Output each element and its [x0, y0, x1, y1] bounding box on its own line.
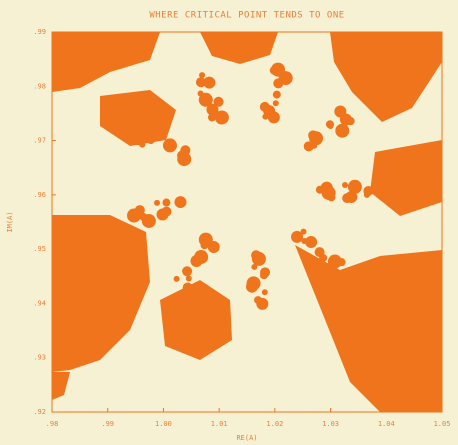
fractal-blob	[203, 77, 215, 89]
fractal-blob	[154, 200, 160, 206]
fractal-region	[295, 245, 442, 412]
y-tick-label: .98	[33, 82, 46, 90]
fractal-blob	[133, 133, 145, 145]
y-tick-label: .96	[33, 191, 46, 199]
fractal-blob	[273, 91, 281, 99]
fractal-blob	[182, 266, 192, 276]
x-tick-label: 1.04	[378, 420, 395, 428]
y-tick-label: .99	[33, 28, 46, 36]
fractal-blob	[183, 283, 193, 293]
fractal-blob	[214, 97, 224, 107]
fractal-blob	[180, 145, 190, 155]
fractal-blob	[268, 111, 280, 123]
fractal-region	[52, 215, 150, 372]
x-tick-label: .98	[46, 420, 59, 428]
fractal-blob	[141, 123, 149, 131]
x-tick-label: 1.02	[266, 420, 283, 428]
fractal-blob	[246, 281, 258, 293]
fractal-blob	[254, 296, 262, 304]
fractal-blob	[327, 123, 333, 129]
fractal-blob	[174, 276, 180, 282]
fractal-blob	[163, 138, 177, 152]
x-tick-label: 1.03	[322, 420, 339, 428]
fractal-blob	[347, 117, 355, 125]
fractal-blob	[319, 254, 327, 262]
fractal-blob	[135, 205, 145, 215]
fractal-region	[370, 140, 442, 216]
x-tick-label: 1.05	[434, 420, 451, 428]
fractal-blob	[279, 71, 293, 85]
y-tick-label: .97	[33, 137, 46, 145]
x-tick-label: .99	[101, 420, 114, 428]
fractal-blob	[174, 196, 186, 208]
fractal-region	[200, 32, 278, 64]
y-tick-label: .95	[33, 245, 46, 253]
fractal-blob	[199, 72, 205, 78]
fractal-blob	[262, 289, 268, 295]
fractal-blob	[364, 192, 370, 198]
fractal-blob	[291, 231, 303, 243]
x-tick-label: 1.00	[155, 420, 172, 428]
fractal-blob	[342, 193, 352, 203]
fractal-blob	[190, 255, 202, 267]
fractal-region	[330, 32, 442, 122]
fractal-blob	[146, 129, 158, 141]
fractal-image	[52, 32, 442, 412]
chart-title: WHERE CRITICAL POINT TENDS TO ONE	[149, 11, 344, 21]
fractal-blob	[323, 269, 333, 279]
fractal-blob	[162, 199, 170, 207]
chart: WHERE CRITICAL POINT TENDS TO ONE RE(A) …	[0, 0, 458, 445]
fractal-blob	[327, 193, 335, 201]
fractal-blob	[161, 207, 171, 217]
y-axis-label: IM(A)	[6, 211, 14, 232]
fractal-blob	[260, 271, 268, 279]
y-tick-label: .94	[33, 299, 46, 307]
fractal-region	[52, 372, 70, 400]
fractal-region	[52, 32, 160, 92]
fractal-blob	[335, 124, 349, 138]
x-tick-label: 1.01	[211, 420, 228, 428]
fractal-region	[160, 280, 232, 360]
fractal-blob	[273, 100, 279, 106]
y-tick-label: .93	[33, 354, 46, 362]
fractal-blob	[215, 110, 229, 124]
fractal-blob	[342, 182, 348, 188]
x-axis-label: RE(A)	[236, 434, 257, 442]
fractal-blob	[251, 250, 261, 260]
fractal-blob	[311, 143, 317, 149]
fractal-blob	[251, 264, 257, 270]
y-tick-label: .92	[33, 408, 46, 416]
fractal-blob	[199, 233, 213, 247]
fractal-blob	[186, 276, 192, 282]
